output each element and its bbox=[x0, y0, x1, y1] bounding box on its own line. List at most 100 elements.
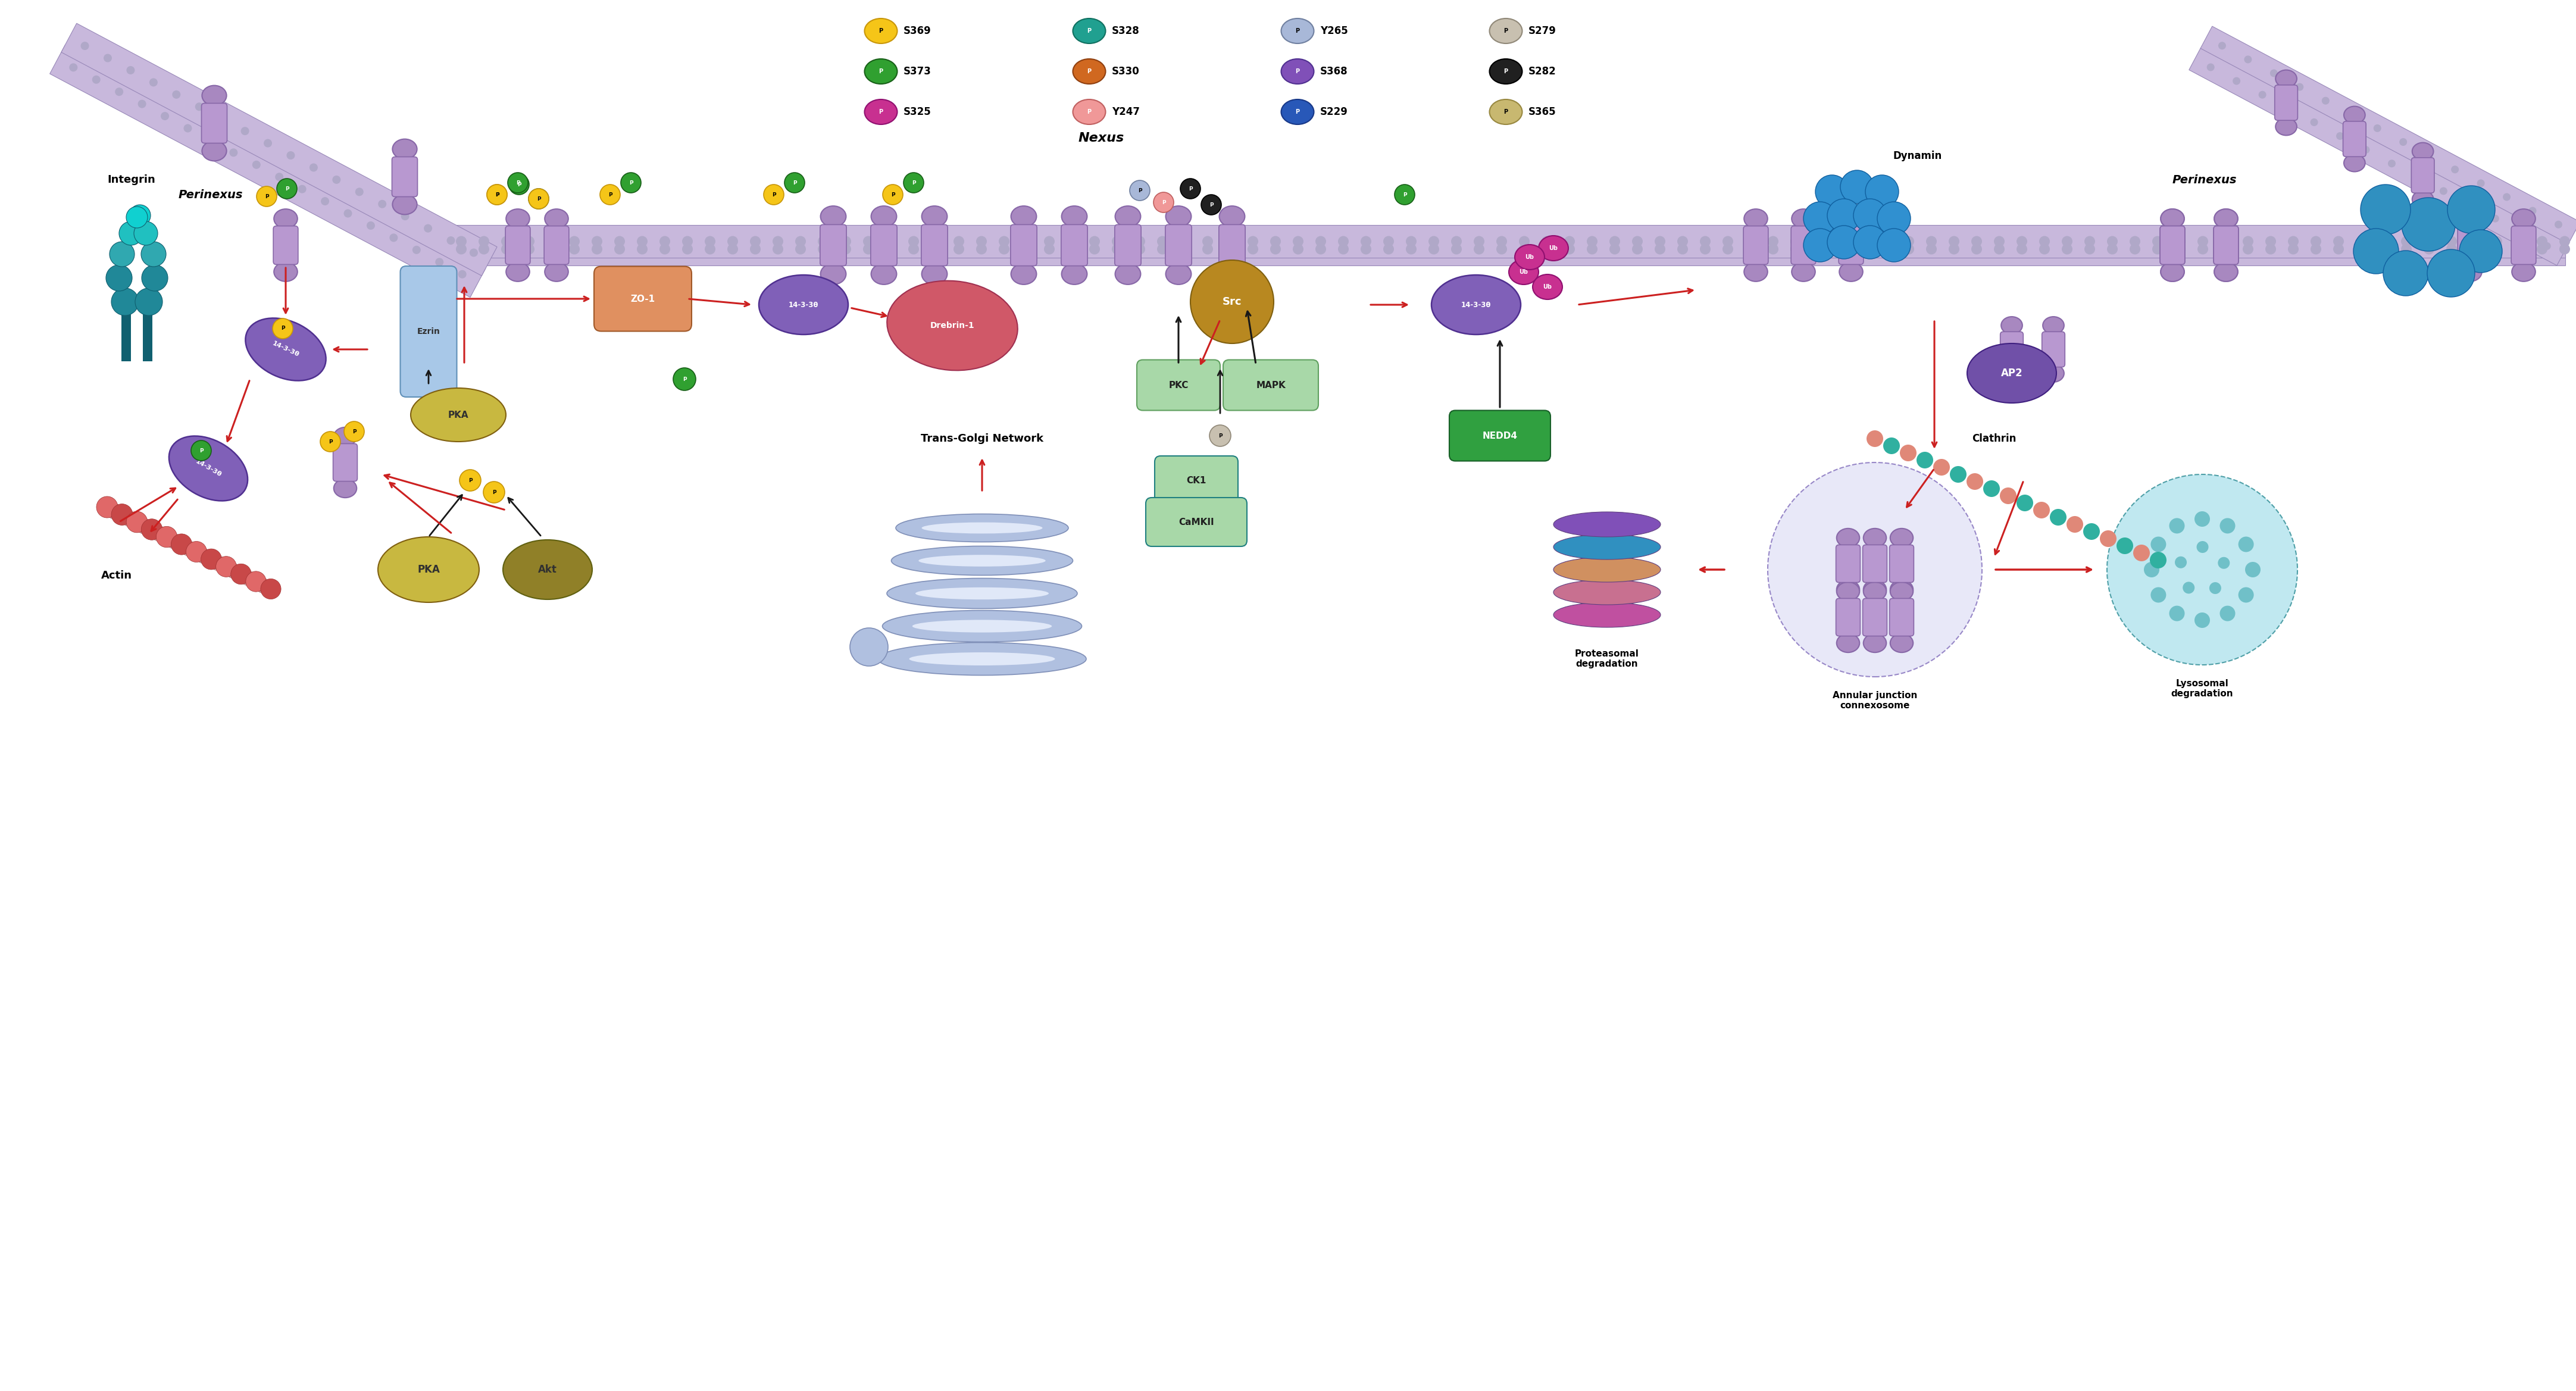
Text: Ezrin: Ezrin bbox=[417, 327, 440, 335]
Circle shape bbox=[2561, 243, 2571, 255]
Circle shape bbox=[1803, 202, 1837, 235]
Circle shape bbox=[2378, 243, 2388, 255]
Ellipse shape bbox=[1061, 206, 1087, 227]
Circle shape bbox=[2169, 517, 2184, 534]
Circle shape bbox=[185, 541, 206, 562]
Circle shape bbox=[2151, 552, 2166, 569]
Ellipse shape bbox=[2512, 209, 2535, 228]
Text: 14-3-3θ: 14-3-3θ bbox=[193, 459, 222, 479]
Circle shape bbox=[2195, 512, 2210, 527]
Ellipse shape bbox=[1533, 274, 1564, 299]
Circle shape bbox=[2504, 193, 2512, 200]
Circle shape bbox=[2066, 516, 2084, 533]
Circle shape bbox=[2398, 138, 2406, 146]
Text: Clathrin: Clathrin bbox=[1971, 434, 2017, 444]
Ellipse shape bbox=[886, 281, 1018, 370]
Circle shape bbox=[142, 264, 167, 291]
Circle shape bbox=[129, 204, 149, 227]
Circle shape bbox=[1113, 243, 1123, 255]
Circle shape bbox=[1837, 236, 1847, 246]
Ellipse shape bbox=[2344, 154, 2365, 171]
Circle shape bbox=[118, 221, 142, 245]
Circle shape bbox=[976, 243, 987, 255]
Circle shape bbox=[613, 243, 626, 255]
Circle shape bbox=[1497, 243, 1507, 255]
Circle shape bbox=[191, 441, 211, 460]
FancyBboxPatch shape bbox=[1218, 224, 1244, 266]
Ellipse shape bbox=[1432, 275, 1520, 334]
Circle shape bbox=[1066, 236, 1077, 246]
Circle shape bbox=[863, 236, 873, 246]
Ellipse shape bbox=[1862, 580, 1886, 600]
Circle shape bbox=[126, 65, 134, 74]
Circle shape bbox=[863, 243, 873, 255]
Circle shape bbox=[1540, 243, 1553, 255]
Circle shape bbox=[2517, 228, 2524, 236]
Text: ZO-1: ZO-1 bbox=[631, 295, 654, 303]
Circle shape bbox=[2465, 200, 2473, 209]
Text: P: P bbox=[327, 440, 332, 444]
Circle shape bbox=[196, 103, 204, 111]
Circle shape bbox=[263, 139, 273, 147]
Circle shape bbox=[206, 136, 214, 145]
Ellipse shape bbox=[871, 263, 896, 284]
FancyBboxPatch shape bbox=[1224, 360, 1319, 410]
Circle shape bbox=[2174, 236, 2184, 246]
Text: P: P bbox=[265, 193, 268, 199]
Circle shape bbox=[2347, 111, 2354, 118]
Circle shape bbox=[93, 75, 100, 83]
Ellipse shape bbox=[886, 579, 1077, 609]
Circle shape bbox=[2218, 42, 2226, 50]
Ellipse shape bbox=[201, 140, 227, 161]
Ellipse shape bbox=[878, 643, 1087, 675]
Ellipse shape bbox=[884, 611, 1082, 641]
Text: Perinexus: Perinexus bbox=[2172, 174, 2236, 185]
Circle shape bbox=[1066, 243, 1077, 255]
FancyBboxPatch shape bbox=[2043, 331, 2066, 367]
Circle shape bbox=[672, 367, 696, 391]
Ellipse shape bbox=[1839, 209, 1862, 228]
Circle shape bbox=[1816, 175, 1850, 209]
Ellipse shape bbox=[1489, 18, 1522, 43]
Circle shape bbox=[1587, 243, 1597, 255]
Circle shape bbox=[2287, 243, 2298, 255]
Circle shape bbox=[1316, 243, 1327, 255]
Ellipse shape bbox=[410, 388, 505, 442]
Circle shape bbox=[322, 198, 330, 206]
Bar bbox=[49, 45, 487, 298]
Circle shape bbox=[683, 236, 693, 246]
FancyBboxPatch shape bbox=[273, 225, 299, 264]
Circle shape bbox=[2424, 243, 2434, 255]
Circle shape bbox=[2460, 230, 2501, 273]
Circle shape bbox=[183, 124, 193, 132]
Ellipse shape bbox=[1218, 206, 1244, 227]
Text: Actin: Actin bbox=[100, 570, 131, 581]
Ellipse shape bbox=[922, 523, 1043, 534]
Circle shape bbox=[1994, 236, 2004, 246]
Circle shape bbox=[1383, 243, 1394, 255]
Circle shape bbox=[1430, 236, 1440, 246]
Text: P: P bbox=[1087, 28, 1092, 33]
Text: P: P bbox=[683, 377, 685, 381]
Circle shape bbox=[165, 533, 183, 549]
Ellipse shape bbox=[1010, 263, 1036, 284]
Ellipse shape bbox=[335, 479, 355, 498]
Circle shape bbox=[2084, 523, 2099, 540]
FancyBboxPatch shape bbox=[2213, 225, 2239, 264]
Ellipse shape bbox=[273, 262, 296, 281]
Circle shape bbox=[999, 243, 1010, 255]
Bar bbox=[2200, 26, 2576, 243]
Ellipse shape bbox=[1280, 18, 1314, 43]
Circle shape bbox=[2174, 556, 2187, 569]
Text: P: P bbox=[1504, 28, 1507, 33]
Text: Ub: Ub bbox=[1525, 255, 1535, 260]
Ellipse shape bbox=[909, 652, 1056, 665]
Text: P: P bbox=[515, 179, 520, 185]
Ellipse shape bbox=[1553, 534, 1662, 559]
Text: 14-3-3θ: 14-3-3θ bbox=[1461, 300, 1492, 309]
FancyBboxPatch shape bbox=[819, 224, 848, 266]
Circle shape bbox=[332, 175, 340, 184]
Circle shape bbox=[1157, 236, 1167, 246]
Text: P: P bbox=[1296, 68, 1301, 74]
Text: P: P bbox=[495, 192, 500, 198]
